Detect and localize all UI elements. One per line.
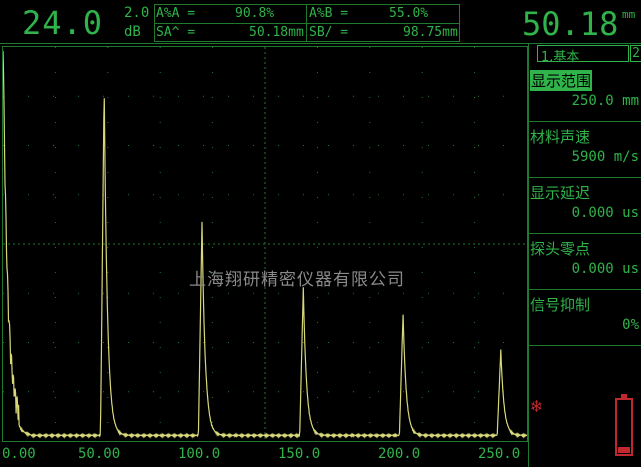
measure-label-b-sound-path: SB/ = <box>309 25 349 40</box>
menu-item-label: 材料声速 <box>530 128 591 146</box>
tab-basic[interactable]: 1.基本 <box>537 45 629 65</box>
main-reading: 50.18 <box>522 5 619 43</box>
menu-item-display-range[interactable]: 显示范围 250.0 mm <box>529 66 641 122</box>
gain-unit: dB <box>124 24 141 40</box>
a-scan-svg <box>3 47 527 441</box>
menu-item-label: 显示范围 <box>530 70 593 91</box>
x-tick-label: 150.0 <box>278 446 321 462</box>
x-tick-label: 100.0 <box>178 446 221 462</box>
measure-value-b-sound-path: 98.75mm <box>403 25 458 40</box>
x-tick-label: 200.0 <box>378 446 421 462</box>
snowflake-icon: ❄ <box>531 396 542 417</box>
menu-item-value: 0% <box>622 317 639 333</box>
menu-item-label: 显示延迟 <box>530 184 591 202</box>
main-reading-unit: mm <box>622 8 636 21</box>
measure-label-a-sound-path: SA^ = <box>156 25 196 40</box>
battery-icon <box>615 394 633 456</box>
menu-item-probe-zero[interactable]: 探头零点 0.000 us <box>529 234 641 290</box>
echo-trace <box>3 50 527 439</box>
menu-item-value: 0.000 us <box>571 261 639 277</box>
a-scan-display[interactable]: 上海翔研精密仪器有限公司 <box>2 46 528 442</box>
x-axis: 0.00 50.00 100.0 150.0 200.0 250.0 <box>0 444 530 466</box>
menu-item-label: 信号抑制 <box>530 296 591 314</box>
measure-value-a-sound-path: 50.18mm <box>249 25 304 40</box>
gain-step[interactable]: 2.0 <box>124 5 150 21</box>
measure-value-a-amplitude: 90.8% <box>235 6 275 21</box>
top-status-bar: 24.0 2.0 dB A%A = 90.8% A%B = 55.0% SA^ … <box>0 0 641 44</box>
menu-item-material-velocity[interactable]: 材料声速 5900 m/s <box>529 122 641 178</box>
measurement-grid: A%A = 90.8% A%B = 55.0% SA^ = 50.18mm SB… <box>154 4 460 42</box>
menu-item-label: 探头零点 <box>530 240 591 258</box>
measure-label-b-amplitude: A%B = <box>309 6 349 21</box>
tab-page-2[interactable]: 2 <box>630 45 641 62</box>
grid-divider <box>155 23 459 24</box>
gain-value[interactable]: 24.0 <box>22 4 104 42</box>
x-tick-label: 50.00 <box>78 446 121 462</box>
x-tick-label: 0.00 <box>2 446 36 462</box>
measure-value-b-amplitude: 55.0% <box>389 6 429 21</box>
menu-item-value: 0.000 us <box>571 205 639 221</box>
measure-label-a-amplitude: A%A = <box>156 6 196 21</box>
company-watermark: 上海翔研精密仪器有限公司 <box>189 270 405 290</box>
settings-panel: 1.基本 2 显示范围 250.0 mm 材料声速 5900 m/s 显示延迟 … <box>528 44 641 467</box>
x-tick-label: 250.0 <box>478 446 521 462</box>
menu-item-value: 250.0 mm <box>571 93 639 109</box>
battery-level <box>618 446 630 453</box>
menu-item-display-delay[interactable]: 显示延迟 0.000 us <box>529 178 641 234</box>
menu-item-value: 5900 m/s <box>571 149 639 165</box>
menu-item-signal-reject[interactable]: 信号抑制 0% <box>529 290 641 346</box>
menu-tabs: 1.基本 2 <box>529 44 641 65</box>
